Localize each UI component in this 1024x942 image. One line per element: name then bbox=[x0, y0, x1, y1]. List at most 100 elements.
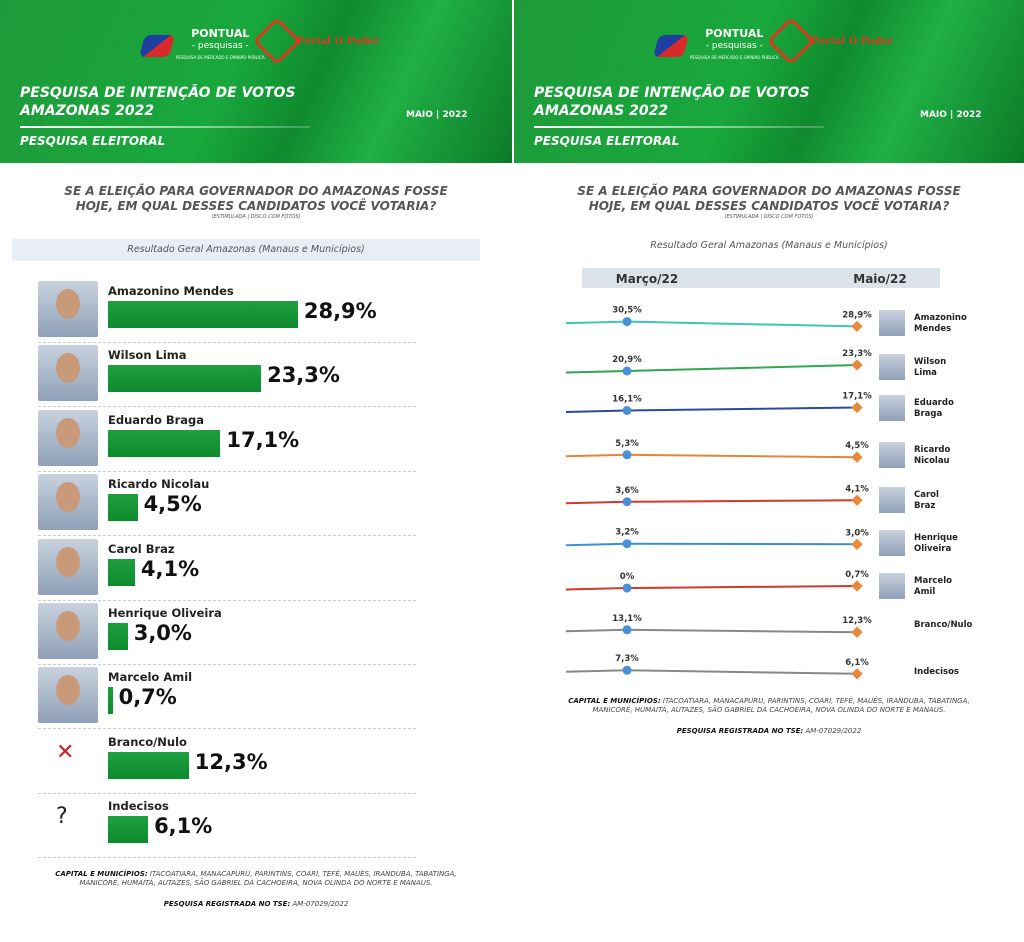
march-point bbox=[622, 665, 632, 675]
bar-panel: PONTUAL - pesquisas - PESQUISA DE MERCADO … bbox=[0, 0, 512, 908]
may-value-label: 4,5% bbox=[845, 441, 869, 451]
bar-label: Eduardo Braga bbox=[108, 412, 205, 427]
march-point bbox=[622, 450, 632, 460]
series-line bbox=[565, 499, 858, 505]
question: SE A ELEIÇÃO PARA GOVERNADOR DO AMAZONAS… bbox=[514, 184, 1024, 220]
blank-vote-icon: ✕ bbox=[56, 739, 75, 765]
candidate-photo bbox=[879, 573, 905, 599]
result-label: Resultado Geral Amazonas (Manaus e Munic… bbox=[12, 239, 480, 261]
x-tick-label: Maio/22 bbox=[853, 272, 906, 286]
brand2: Portal O Poder bbox=[297, 35, 380, 47]
bar-value-label: 28,9% bbox=[303, 299, 377, 323]
cities: ITACOATIARA, MANACAPURU, PARINTINS, COAR… bbox=[79, 870, 457, 887]
portal-logo-mark bbox=[252, 16, 302, 66]
candidate-photo bbox=[879, 310, 905, 336]
portal-o-poder-logo: Portal O Poder bbox=[252, 16, 380, 66]
bar-row: Amazonino Mendes 28,9% bbox=[38, 281, 416, 343]
bar-row: Wilson Lima 23,3% bbox=[38, 345, 416, 408]
tse-label: PESQUISA REGISTRADA NO TSE: bbox=[676, 727, 804, 735]
bar-value-label: 23,3% bbox=[267, 363, 340, 388]
may-value-label: 4,1% bbox=[845, 484, 869, 494]
march-value-label: 3,2% bbox=[615, 528, 639, 538]
march-value-label: 0% bbox=[620, 572, 635, 582]
undecided-icon bbox=[879, 658, 905, 684]
candidate-photo bbox=[38, 409, 98, 466]
may-point bbox=[851, 626, 863, 638]
question-note: (ESTIMULADA | DISCO COM FOTOS) bbox=[211, 214, 301, 220]
march-point bbox=[622, 583, 632, 593]
brand1: PONTUAL bbox=[191, 27, 250, 40]
line-chart: Março/22 Maio/22 30,5% 28,9% 20,9% 23,3% 16,1%… bbox=[565, 268, 940, 680]
cities-label: CAPITAL E MUNICÍPIOS: bbox=[55, 870, 148, 878]
march-value-label: 7,3% bbox=[615, 654, 639, 664]
cities-label: CAPITAL E MUNICÍPIOS: bbox=[568, 697, 661, 705]
march-point bbox=[622, 317, 632, 327]
series-line bbox=[565, 628, 858, 634]
footer-cities: CAPITAL E MUNICÍPIOS: ITACOATIARA, MANAC… bbox=[0, 870, 512, 888]
question-line2: HOJE, EM QUAL DESSES CANDIDATOS VOCÊ VOT… bbox=[588, 199, 950, 213]
series-line bbox=[565, 542, 858, 547]
bar-value-label: 0,7% bbox=[118, 685, 177, 710]
series-name: Amazonino Mendes bbox=[914, 313, 967, 334]
may-point bbox=[851, 538, 863, 550]
bar-value-label: 17,1% bbox=[226, 427, 300, 452]
bar bbox=[108, 687, 113, 715]
bar-row: Ricardo Nicolau 4,5% bbox=[38, 474, 416, 537]
title-line2: AMAZONAS 2022 bbox=[534, 103, 669, 119]
march-value-label: 13,1% bbox=[612, 614, 642, 624]
series-name: Eduardo Braga bbox=[914, 398, 954, 419]
pontual-logo-mark bbox=[139, 35, 175, 57]
bar-label: Ricardo Nicolau bbox=[108, 477, 210, 492]
candidate-photo bbox=[38, 281, 98, 337]
bar bbox=[108, 494, 138, 522]
may-value-label: 12,3% bbox=[842, 616, 872, 626]
bar-value-label: 6,1% bbox=[154, 814, 213, 839]
bar-value-label: 4,5% bbox=[143, 492, 202, 517]
divider bbox=[20, 126, 310, 128]
x-tick-label: Março/22 bbox=[616, 272, 678, 286]
series-line bbox=[565, 320, 858, 328]
may-point bbox=[851, 401, 863, 414]
page-title: PESQUISA DE INTENÇÃO DE VOTOS AMAZONAS 20… bbox=[20, 84, 296, 120]
brand1: PONTUAL bbox=[705, 27, 764, 40]
tse: AM-07029/2022 bbox=[292, 900, 349, 908]
portal-o-poder-logo: Portal O Poder bbox=[766, 16, 893, 66]
candidate-photo bbox=[879, 395, 905, 421]
bar bbox=[108, 429, 221, 457]
series-name: Wilson Lima bbox=[914, 357, 947, 378]
candidate-photo bbox=[38, 345, 98, 402]
brand1-sub: - pesquisas - bbox=[191, 41, 249, 51]
x-axis-header bbox=[582, 268, 940, 288]
pontual-logo: PONTUAL - pesquisas - PESQUISA DE MERCADO … bbox=[139, 27, 265, 64]
may-point bbox=[851, 359, 863, 371]
candidate-photo bbox=[38, 603, 98, 659]
bar-row: Marcelo Amil 0,7% bbox=[38, 667, 416, 730]
march-value-label: 30,5% bbox=[612, 306, 642, 316]
subtitle: PESQUISA ELEITORAL bbox=[20, 134, 166, 148]
may-value-label: 17,1% bbox=[842, 392, 872, 402]
question-line1: SE A ELEIÇÃO PARA GOVERNADOR DO AMAZONAS… bbox=[577, 184, 961, 198]
series-name: Henrique Oliveira bbox=[914, 533, 958, 554]
march-point bbox=[622, 406, 632, 415]
series-name: Branco/Nulo bbox=[914, 620, 973, 630]
bar-value-label: 3,0% bbox=[133, 621, 192, 645]
candidate-photo bbox=[879, 354, 905, 380]
march-value-label: 3,6% bbox=[615, 486, 639, 496]
footer-tse: PESQUISA REGISTRADA NO TSE: AM-07029/202… bbox=[514, 727, 1024, 736]
bar-label: Indecisos bbox=[108, 799, 169, 814]
brand1-sub: - pesquisas - bbox=[705, 41, 763, 51]
may-point bbox=[851, 668, 863, 680]
divider bbox=[534, 126, 824, 128]
may-value-label: 28,9% bbox=[842, 310, 872, 320]
series-line bbox=[565, 453, 858, 459]
question-line1: SE A ELEIÇÃO PARA GOVERNADOR DO AMAZONAS… bbox=[64, 184, 448, 198]
pontual-logo: PONTUAL - pesquisas - PESQUISA DE MERCADO … bbox=[653, 27, 779, 64]
header-banner: PONTUAL - pesquisas - PESQUISA DE MERCADO … bbox=[514, 0, 1024, 163]
bar bbox=[108, 623, 128, 650]
bar-label: Amazonino Mendes bbox=[108, 284, 234, 298]
march-point bbox=[622, 539, 632, 549]
series-line bbox=[565, 669, 858, 675]
bar-label: Carol Braz bbox=[108, 541, 175, 556]
bar-row: ✕ Branco/Nulo 12,3% bbox=[38, 732, 416, 794]
blank-vote-icon bbox=[879, 617, 905, 643]
